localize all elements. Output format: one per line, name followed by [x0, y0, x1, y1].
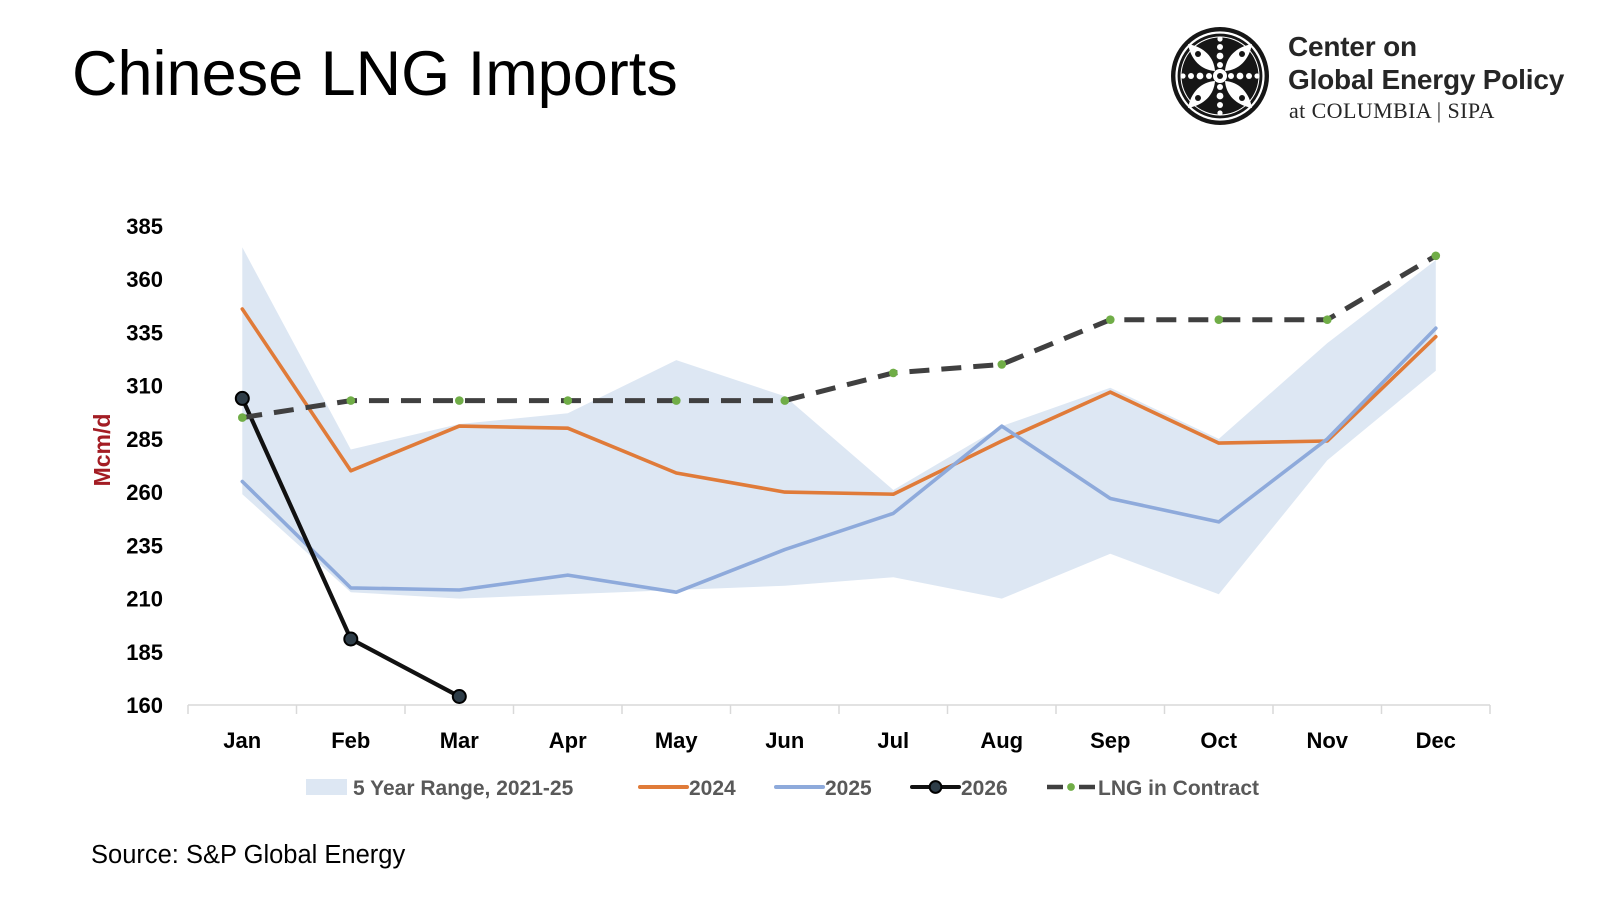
- y-tick-label: 285: [126, 427, 163, 452]
- series-2026-marker: [343, 631, 359, 647]
- logo-text-global-energy-policy: Global Energy Policy: [1288, 64, 1565, 95]
- legend-label: LNG in Contract: [1098, 777, 1259, 800]
- y-axis-title: Mcm/d: [89, 414, 115, 487]
- legend-label: 2025: [825, 777, 872, 800]
- series-lng-in-contract-marker: [1214, 315, 1224, 325]
- x-tick-label: Jun: [765, 728, 804, 753]
- source-note: Source: S&P Global Energy: [91, 841, 406, 869]
- legend-item-lng-in-contract: LNG in Contract: [1047, 777, 1259, 800]
- legend-label: 2024: [689, 777, 736, 800]
- x-axis: Jan Feb Mar Apr May Jun Jul Aug Sep Oct Nov Dec: [187, 704, 1491, 753]
- x-tick-label: Jan: [223, 728, 261, 753]
- series-2024-line: [240, 307, 1438, 497]
- series-lng-in-contract-marker: [889, 368, 898, 378]
- legend-label: 2026: [961, 777, 1008, 800]
- series-lng-in-contract-marker: [672, 396, 681, 405]
- range-area: [242, 247, 1436, 599]
- legend-marker-lng-in-contract: [1067, 783, 1075, 791]
- x-tick-label: Dec: [1416, 728, 1456, 753]
- legend-item-2025: 2025: [774, 777, 872, 800]
- series-2025: [240, 326, 1438, 595]
- series-lng-in-contract-marker: [997, 360, 1007, 369]
- series-2026-marker: [234, 390, 250, 406]
- series-2025-line: [240, 326, 1438, 595]
- plot-area: [234, 247, 1441, 704]
- y-tick-label: 360: [126, 267, 163, 292]
- series-lng-in-contract-marker: [1106, 315, 1115, 325]
- x-tick-label: Nov: [1306, 728, 1348, 753]
- x-tick-label: Apr: [549, 728, 587, 753]
- logo-text-center-on: Center on: [1288, 31, 1417, 62]
- series-2026-marker: [451, 689, 467, 704]
- series-lng-in-contract-marker: [1323, 315, 1332, 325]
- x-tick-label: Aug: [980, 728, 1023, 753]
- y-tick-label: 235: [126, 533, 163, 558]
- series-lng-in-contract-marker: [238, 413, 247, 422]
- legend-swatch-range: [306, 779, 347, 795]
- legend-item-2024: 2024: [638, 777, 736, 800]
- legend: 5 Year Range, 2021-25 2024 2025 2026 LNG in …: [306, 777, 1259, 800]
- series-lng-in-contract-marker: [346, 396, 356, 405]
- series-lng-in-contract-marker: [1431, 251, 1441, 261]
- x-tick-label: Mar: [440, 728, 480, 753]
- cgep-emblem-icon: [1171, 27, 1269, 125]
- legend-item-2026: 2026: [910, 777, 1008, 800]
- series-2026: [234, 390, 467, 704]
- series-lng-in-contract-marker: [455, 396, 464, 405]
- logo-text-columbia-sipa: at COLUMBIA | SIPA: [1289, 98, 1495, 123]
- x-tick-label: Jul: [877, 728, 909, 753]
- x-tick-label: May: [655, 728, 699, 753]
- legend-marker-2026: [928, 780, 943, 794]
- legend-label: 5 Year Range, 2021-25: [353, 777, 574, 800]
- x-tick-label: Sep: [1090, 728, 1130, 753]
- legend-item-range: 5 Year Range, 2021-25: [306, 777, 574, 800]
- y-tick-label: 260: [126, 480, 163, 505]
- y-tick-label: 310: [126, 374, 163, 399]
- series-lng-in-contract: [238, 251, 1441, 422]
- page-title: Chinese LNG Imports: [72, 39, 678, 109]
- x-tick-label: Oct: [1200, 728, 1237, 753]
- y-tick-label: 385: [126, 214, 163, 239]
- series-lng-in-contract-marker: [780, 396, 790, 405]
- series-2024: [240, 307, 1438, 497]
- y-tick-label: 210: [126, 587, 163, 612]
- series-lng-in-contract-marker: [563, 396, 573, 405]
- y-tick-label: 335: [126, 320, 163, 345]
- series-lng-in-contract-line: [241, 253, 1438, 421]
- y-axis: 160 185 210 235 260 285 310 335 360 385 Mcm/d: [89, 214, 163, 718]
- y-tick-label: 160: [126, 693, 163, 718]
- x-tick-label: Feb: [331, 728, 370, 753]
- y-tick-label: 185: [126, 640, 163, 665]
